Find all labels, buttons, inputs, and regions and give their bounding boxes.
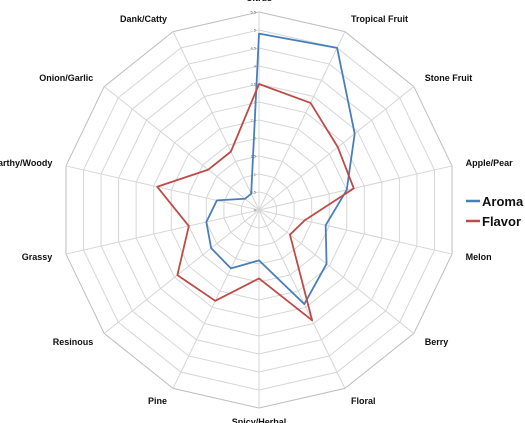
axis-label: Pine [148, 396, 167, 406]
series-line-aroma [205, 32, 356, 305]
tick-label: 1 [254, 172, 257, 177]
axis-label: Tropical Fruit [351, 14, 408, 24]
tick-label: 5.5 [250, 10, 256, 15]
grid-spoke [172, 209, 260, 389]
tick-label: 2 [254, 136, 257, 141]
legend-label-flavor: Flavor [482, 214, 521, 229]
radar-series [156, 32, 356, 322]
axis-label: Resinous [53, 337, 94, 347]
grid-spoke [258, 209, 453, 255]
grid-spoke [258, 31, 346, 211]
axis-label: Citrus [246, 0, 272, 3]
axis-label: Stone Fruit [425, 73, 473, 83]
tick-label: 0 [254, 208, 257, 213]
legend-label-aroma: Aroma [482, 194, 524, 209]
grid-spoke [258, 209, 415, 334]
radar-grid [65, 11, 453, 409]
axis-label: Grassy [22, 252, 53, 262]
grid-spoke [258, 209, 346, 389]
axis-label: Apple/Pear [466, 158, 514, 168]
axis-label: Floral [351, 396, 376, 406]
tick-label: 2.5 [250, 118, 256, 123]
grid-spoke [258, 165, 453, 211]
axis-label: Spicy/Herbal [232, 417, 287, 423]
tick-label: 4.5 [250, 46, 256, 51]
tick-label: 5 [254, 28, 257, 33]
radar-axis-labels: Citrus Tropical Fruit Stone Fruit Apple/Pea… [0, 0, 513, 423]
grid-spoke [103, 86, 260, 211]
axis-label: Melon [466, 252, 492, 262]
chart-legend: Aroma Flavor [466, 194, 524, 229]
axis-label: Berry [425, 337, 449, 347]
tick-label: 4 [254, 64, 257, 69]
axis-label: Dank/Catty [120, 14, 167, 24]
series-line-flavor [156, 83, 355, 322]
grid-spoke [103, 209, 260, 334]
grid-spoke [65, 165, 260, 211]
grid-spoke [65, 209, 260, 255]
grid-spoke [258, 86, 415, 211]
axis-label: Onion/Garlic [39, 73, 93, 83]
grid-spoke [172, 31, 260, 211]
axis-label: Earthy/Woody [0, 158, 52, 168]
tick-label: 0.5 [250, 190, 256, 195]
tick-label: 3.5 [250, 82, 256, 87]
